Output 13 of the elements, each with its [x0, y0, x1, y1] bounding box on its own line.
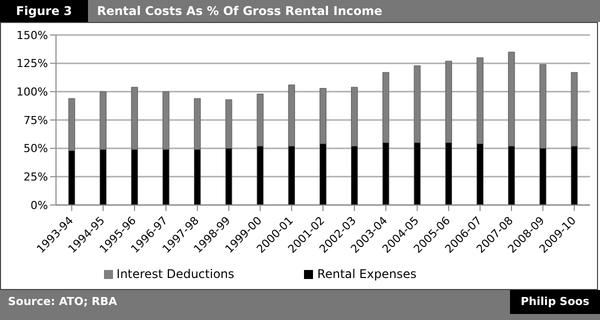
chart-title: Rental Costs As % Of Gross Rental Income — [97, 3, 382, 20]
y-tick-label: 100% — [16, 86, 48, 99]
text: Philip Soos — [510, 290, 600, 314]
y-tick-label: 25% — [24, 170, 48, 184]
legend-label: Interest Deductions — [116, 267, 234, 281]
caption: Figure 3 — [0, 0, 88, 22]
y-tick-label: 0% — [30, 198, 48, 212]
legend-label: Rental Expenses — [317, 267, 416, 281]
y-tick-label: 150% — [16, 28, 48, 42]
y-tick-label: 50% — [24, 142, 48, 156]
source-note: Source: ATO; RBA — [8, 294, 118, 310]
y-tick-label: 75% — [24, 114, 48, 127]
y-tick-label: 125% — [16, 57, 48, 70]
